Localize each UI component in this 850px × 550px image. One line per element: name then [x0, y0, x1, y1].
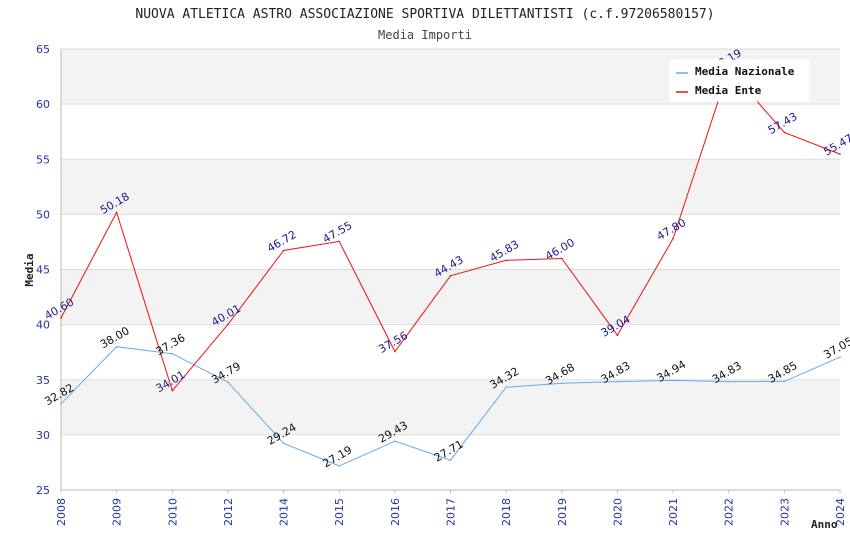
y-tick-label: 30	[36, 429, 50, 442]
data-point-media-ente	[783, 131, 786, 134]
x-axis-ticks: 2008 2009 2010 2012 2014 2015 2016 2017 2018 2019…	[55, 490, 847, 526]
x-tick-label: 2018	[500, 498, 513, 526]
legend-label-media-nazionale: Media Nazionale	[695, 65, 795, 78]
data-point-media-nazionale	[227, 381, 229, 383]
y-axis-label: Media	[23, 253, 36, 286]
data-point-media-ente	[839, 153, 841, 155]
y-axis-ticks: 25 30 35 40 45 50 55 60 65	[36, 43, 50, 497]
x-tick-label: 2014	[278, 498, 291, 526]
data-point-media-nazionale	[282, 442, 285, 445]
y-tick-label: 25	[36, 484, 50, 497]
y-tick-label: 45	[36, 264, 50, 277]
background-band	[61, 214, 840, 270]
x-tick-label: 2019	[556, 498, 569, 526]
x-tick-label: 2021	[667, 498, 680, 526]
x-tick-label: 2015	[333, 498, 346, 526]
data-point-media-nazionale	[505, 386, 507, 389]
x-tick-label: 2016	[389, 498, 402, 526]
legend: Media Nazionale Media Ente	[669, 59, 810, 102]
data-point-media-nazionale	[394, 440, 396, 442]
data-point-media-ente	[616, 334, 619, 337]
x-tick-label: 2023	[778, 498, 791, 526]
data-point-media-nazionale	[783, 380, 786, 383]
data-point-media-nazionale	[338, 465, 341, 467]
data-point-media-ente	[394, 350, 396, 353]
background-band	[61, 104, 840, 160]
chart-subtitle: Media Importi	[378, 28, 472, 42]
data-point-media-nazionale	[115, 345, 118, 348]
data-point-media-nazionale	[449, 459, 452, 461]
background-band	[61, 269, 840, 325]
data-point-media-ente	[560, 257, 563, 260]
x-tick-label: 2008	[55, 498, 68, 526]
data-point-media-nazionale	[727, 380, 730, 383]
data-point-media-ente	[672, 237, 674, 240]
x-tick-label: 2012	[222, 498, 235, 526]
y-tick-label: 40	[36, 319, 50, 332]
data-point-media-ente	[171, 389, 174, 392]
data-point-media-nazionale	[60, 402, 62, 405]
x-axis-label: Anno	[811, 518, 838, 531]
data-point-media-ente	[227, 323, 229, 326]
x-tick-label: 2017	[445, 498, 458, 526]
data-point-media-nazionale	[839, 356, 841, 358]
data-point-media-nazionale	[616, 380, 619, 383]
y-tick-label: 50	[36, 208, 50, 221]
data-point-media-ente	[282, 249, 285, 252]
data-point-media-nazionale	[560, 382, 563, 385]
x-tick-label: 2020	[611, 498, 624, 526]
chart-title: NUOVA ATLETICA ASTRO ASSOCIAZIONE SPORTI…	[135, 7, 714, 22]
data-point-media-ente	[338, 240, 341, 243]
background-band	[61, 379, 840, 435]
background-band	[61, 159, 840, 215]
y-tick-label: 65	[36, 43, 50, 56]
y-tick-label: 55	[36, 153, 50, 166]
background-band	[61, 324, 840, 380]
data-point-media-nazionale	[672, 379, 674, 382]
y-tick-label: 60	[36, 98, 50, 111]
legend-box	[669, 59, 810, 102]
data-point-media-ente	[505, 259, 507, 262]
background-bands	[61, 49, 840, 490]
x-tick-label: 2009	[111, 498, 124, 526]
x-tick-label: 2010	[166, 498, 179, 526]
background-band	[61, 434, 840, 490]
series-layer	[60, 68, 841, 467]
legend-label-media-ente: Media Ente	[695, 84, 762, 97]
x-tick-label: 2022	[723, 498, 736, 526]
data-point-media-ente	[449, 274, 452, 277]
data-point-media-ente	[115, 211, 118, 214]
y-tick-label: 35	[36, 374, 50, 387]
data-point-media-nazionale	[171, 352, 174, 355]
data-point-media-ente	[60, 317, 62, 319]
x-tick-label: 2024	[834, 498, 847, 526]
